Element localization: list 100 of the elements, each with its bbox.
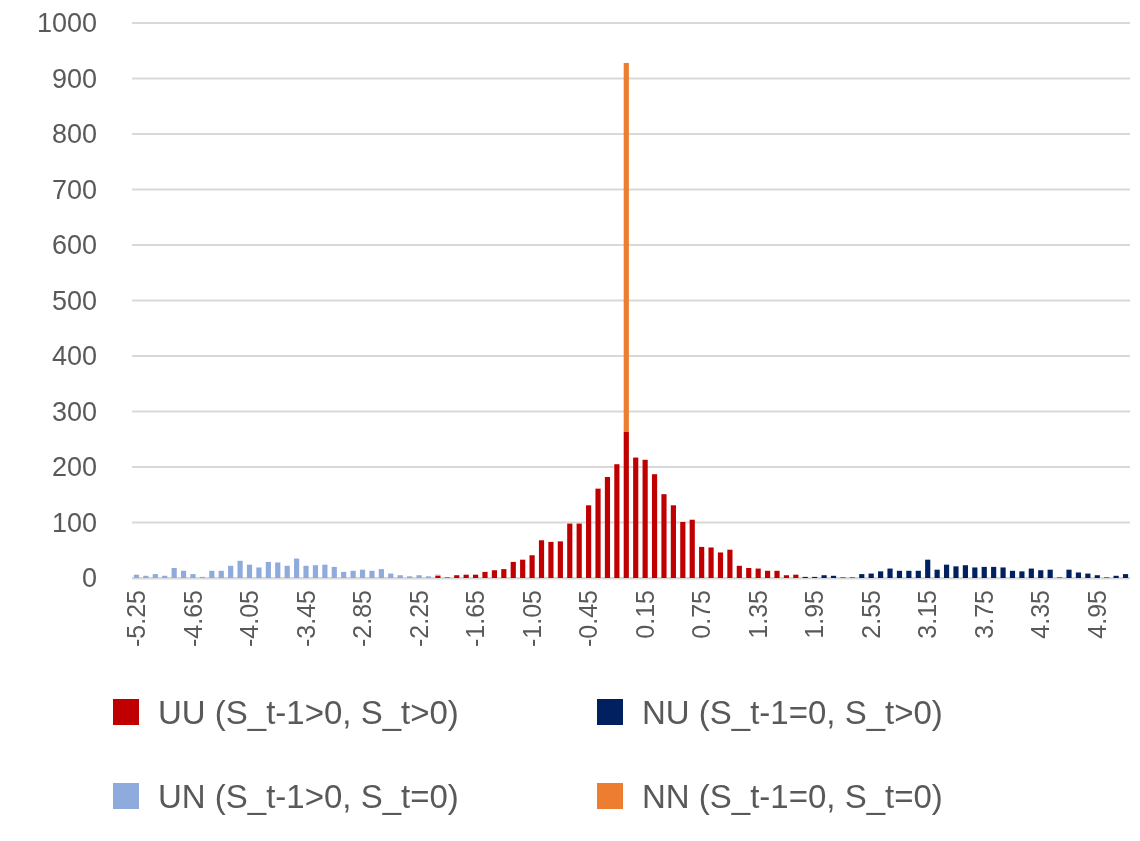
bar	[567, 523, 573, 578]
bar	[454, 575, 460, 578]
bar	[925, 559, 931, 578]
y-tick-label: 900	[51, 63, 97, 94]
bar	[1047, 569, 1053, 578]
bar	[294, 558, 300, 578]
bar	[878, 571, 884, 578]
bar	[397, 575, 403, 578]
bar	[764, 570, 771, 578]
bar	[661, 494, 667, 578]
bar	[1019, 571, 1025, 578]
bar	[962, 565, 968, 578]
bar	[887, 568, 893, 578]
bar	[237, 560, 243, 578]
bar	[1009, 570, 1016, 578]
bar	[171, 568, 177, 578]
x-tick-label: -1.05	[517, 590, 546, 647]
bar	[633, 457, 639, 578]
bar	[708, 547, 714, 578]
bar	[331, 566, 337, 578]
bar	[303, 565, 309, 578]
bar	[1028, 568, 1034, 578]
x-tick-label: -2.25	[404, 590, 433, 647]
x-tick-label: -4.65	[178, 590, 207, 647]
bar	[190, 574, 196, 578]
bar	[1122, 574, 1129, 578]
bar	[529, 555, 535, 578]
bar	[717, 552, 724, 578]
x-tick-label: 4.95	[1083, 590, 1112, 639]
bar	[604, 476, 611, 578]
x-tick-label: 1.95	[800, 590, 829, 639]
bar	[265, 561, 271, 578]
bar	[746, 568, 752, 578]
bar	[152, 574, 158, 578]
bar	[312, 565, 319, 578]
x-tick-label: 2.55	[856, 590, 885, 639]
bar	[1000, 567, 1006, 578]
bar	[623, 431, 629, 578]
y-tick-label: 100	[51, 507, 97, 538]
bar	[491, 570, 498, 578]
bar	[369, 570, 375, 578]
bar	[482, 571, 488, 578]
bar	[322, 564, 328, 578]
bar	[284, 565, 290, 578]
bar	[623, 62, 629, 432]
x-tick-label: 0.75	[687, 590, 716, 639]
bar	[727, 549, 733, 578]
bar	[859, 574, 865, 578]
bar	[341, 571, 347, 578]
x-tick-label: -5.25	[122, 590, 151, 647]
bar	[538, 540, 545, 578]
x-tick-label: -0.45	[574, 590, 603, 647]
x-tick-label: 3.15	[913, 590, 942, 639]
bar	[1094, 575, 1100, 578]
bar	[934, 569, 940, 578]
bar	[1066, 569, 1072, 578]
y-tick-label: 700	[51, 174, 97, 205]
y-tick-label: 0	[81, 563, 97, 594]
bar	[586, 505, 592, 578]
bar	[378, 569, 384, 578]
y-tick-label: 600	[51, 230, 97, 261]
bar	[736, 565, 742, 578]
bar	[642, 459, 648, 578]
bar	[981, 566, 987, 578]
y-tick-label: 300	[51, 396, 97, 427]
x-tick-label: -3.45	[291, 590, 320, 647]
legend-label: UN (S_t-1>0, S_t=0)	[158, 777, 459, 815]
bar	[651, 474, 658, 578]
bar	[548, 541, 554, 578]
x-tick-label: 1.35	[743, 590, 772, 639]
bar	[501, 569, 507, 578]
bar	[557, 541, 563, 578]
x-tick-label: 3.75	[969, 590, 998, 639]
y-tick-label: 1000	[36, 8, 97, 39]
legend-label: NN (S_t-1=0, S_t=0)	[642, 777, 943, 815]
bar	[256, 567, 262, 578]
bar	[821, 575, 827, 578]
bar	[595, 488, 601, 578]
bar	[359, 569, 366, 578]
bar	[991, 566, 997, 578]
y-tick-label: 200	[51, 452, 97, 483]
x-tick-label: 0.15	[630, 590, 659, 639]
bar	[774, 570, 780, 578]
bar	[614, 464, 620, 578]
bar	[915, 570, 921, 578]
bar	[972, 567, 978, 578]
bar	[896, 570, 903, 578]
bar	[576, 523, 582, 578]
x-tick-label: -4.05	[235, 590, 264, 647]
x-tick-label: -2.85	[348, 590, 377, 647]
bar	[1038, 570, 1044, 578]
bar	[906, 570, 912, 578]
bar	[246, 564, 253, 578]
legend-label: UU (S_t-1>0, S_t>0)	[158, 693, 459, 731]
bar	[275, 562, 281, 578]
bar	[783, 575, 790, 578]
bar	[943, 564, 950, 578]
bar	[209, 570, 215, 578]
bar	[228, 565, 234, 578]
bar	[520, 559, 526, 578]
